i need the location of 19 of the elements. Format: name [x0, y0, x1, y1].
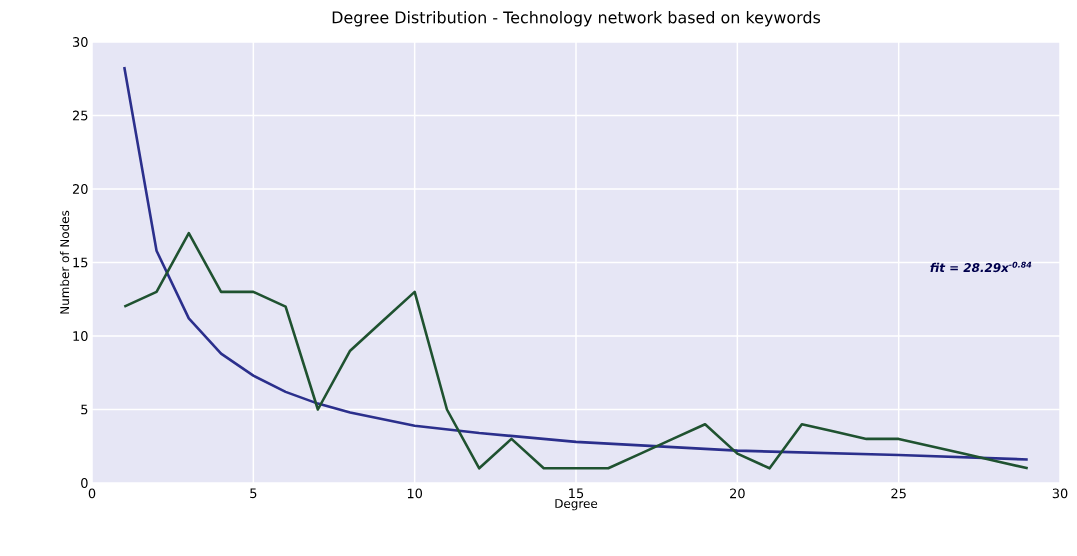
y-axis-title: Number of Nodes — [59, 210, 70, 314]
y-tick-label: 0 — [81, 478, 88, 488]
y-tick-label: 20 — [72, 184, 88, 194]
x-tick-label: 0 — [88, 488, 96, 499]
y-tick-label: 25 — [72, 110, 88, 121]
x-tick-label: 15 — [569, 488, 584, 499]
y-tick-label: 30 — [72, 37, 88, 47]
chart-title: Degree Distribution - Technology network based on keywords — [332, 11, 821, 27]
y-tick-label: 5 — [81, 404, 88, 415]
x-tick-label: 20 — [730, 488, 745, 499]
annotation: fit = 28.29x$^{-0.84}$ — [930, 261, 1032, 273]
x-tick-label: 30 — [1052, 488, 1068, 499]
x-tick-label: 25 — [891, 488, 906, 499]
x-tick-label: 5 — [250, 488, 257, 499]
y-tick-label: 10 — [73, 331, 88, 341]
line-series — [122, 65, 1030, 461]
y-tick-label: 15 — [73, 257, 88, 268]
x-axis-title: Degree — [555, 499, 598, 511]
x-tick-label: 10 — [407, 488, 423, 499]
